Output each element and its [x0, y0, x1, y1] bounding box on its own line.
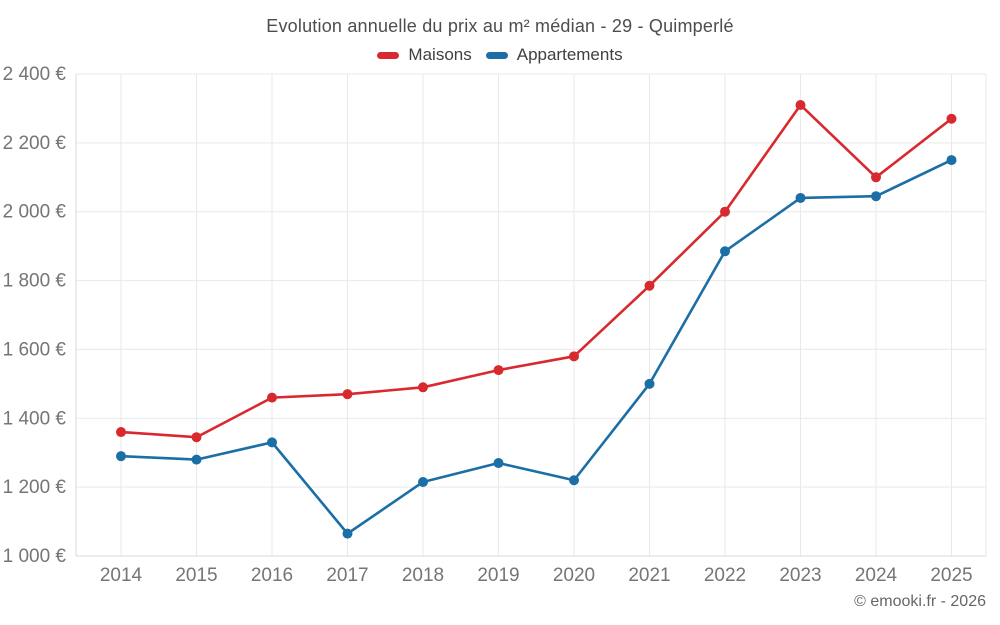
data-point-appartements-2017[interactable] — [342, 528, 353, 539]
x-tick-label: 2022 — [704, 565, 746, 586]
legend-item-appartements[interactable]: Appartements — [485, 45, 623, 65]
data-point-maisons-2019[interactable] — [493, 365, 504, 376]
x-tick-label: 2015 — [175, 565, 217, 586]
copyright-text: © emooki.fr - 2026 — [854, 593, 986, 610]
data-point-appartements-2021[interactable] — [644, 378, 655, 389]
x-tick-label: 2019 — [477, 565, 519, 586]
x-tick-label: 2021 — [628, 565, 670, 586]
x-tick-label: 2020 — [553, 565, 595, 586]
chart-title: Evolution annuelle du prix au m² médian … — [266, 16, 734, 36]
data-point-maisons-2024[interactable] — [871, 172, 881, 183]
x-tick-label: 2023 — [779, 565, 821, 586]
y-tick-label: 1 600 € — [3, 339, 67, 360]
data-point-maisons-2025[interactable] — [946, 113, 957, 124]
y-tick-label: 1 800 € — [3, 271, 67, 292]
legend-label: Maisons — [408, 45, 472, 64]
y-tick-label: 1 000 € — [3, 546, 67, 567]
x-tick-label: 2016 — [251, 565, 293, 586]
data-point-appartements-2015[interactable] — [191, 454, 202, 465]
data-point-appartements-2025[interactable] — [946, 155, 957, 166]
x-tick-label: 2025 — [930, 565, 972, 586]
data-point-appartements-2022[interactable] — [720, 246, 730, 257]
x-tick-label: 2018 — [402, 565, 444, 586]
legend-swatch-maisons — [377, 51, 400, 59]
y-tick-label: 2 200 € — [3, 133, 67, 154]
y-tick-label: 1 400 € — [3, 408, 67, 429]
y-tick-label: 2 400 € — [3, 64, 67, 85]
data-point-maisons-2018[interactable] — [418, 382, 428, 393]
legend-item-maisons[interactable]: Maisons — [377, 45, 472, 65]
data-point-maisons-2022[interactable] — [720, 206, 730, 217]
data-point-appartements-2014[interactable] — [116, 451, 126, 462]
series-line-maisons — [119, 103, 953, 439]
x-tick-label: 2017 — [326, 565, 368, 586]
data-point-appartements-2023[interactable] — [795, 192, 806, 203]
x-tick-label: 2014 — [100, 565, 143, 586]
y-tick-label: 2 000 € — [3, 202, 67, 223]
series-line-appartements — [119, 158, 953, 535]
data-point-appartements-2018[interactable] — [418, 476, 428, 487]
x-tick-label: 2024 — [855, 565, 898, 586]
data-point-maisons-2015[interactable] — [191, 432, 202, 443]
data-point-maisons-2021[interactable] — [644, 280, 655, 291]
data-point-appartements-2019[interactable] — [493, 458, 504, 469]
data-point-appartements-2020[interactable] — [569, 475, 579, 486]
data-point-maisons-2020[interactable] — [569, 351, 579, 362]
data-point-appartements-2024[interactable] — [871, 191, 881, 202]
chart-legend: Maisons Appartements — [0, 45, 1000, 65]
data-point-maisons-2016[interactable] — [267, 392, 277, 403]
data-point-maisons-2023[interactable] — [795, 99, 806, 110]
data-point-maisons-2017[interactable] — [342, 389, 353, 400]
y-tick-label: 1 200 € — [3, 477, 67, 498]
legend-swatch-appartements — [485, 51, 508, 59]
data-point-maisons-2014[interactable] — [116, 427, 126, 438]
data-point-appartements-2016[interactable] — [267, 437, 277, 448]
legend-label: Appartements — [516, 45, 623, 64]
